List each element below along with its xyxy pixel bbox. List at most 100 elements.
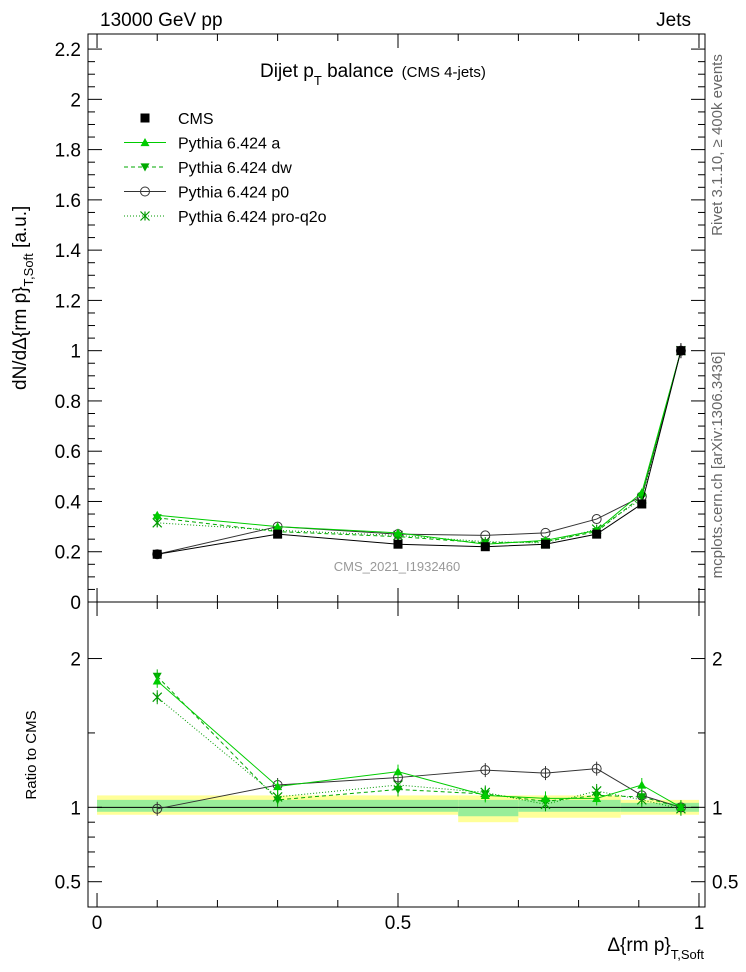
rivet-label: Rivet 3.1.10, ≥ 400k events — [709, 54, 726, 236]
ratio-data-point — [540, 793, 550, 802]
data-point — [676, 346, 686, 356]
legend-marker — [140, 138, 150, 147]
ratio-series-pythia-6.424-dw — [152, 669, 686, 815]
data-point — [273, 522, 283, 531]
ratio-data-layer — [152, 669, 686, 816]
main-title-text: Dijet p — [260, 61, 314, 82]
series-pythia-6.424-p0 — [152, 345, 686, 560]
ratio-ytick-label: 0.5 — [55, 873, 81, 894]
data-point — [393, 539, 403, 549]
series-pythia-6.424-dw — [152, 347, 686, 548]
ratio-ytick-label-right: 2 — [712, 650, 723, 671]
ratio-data-point — [480, 790, 490, 800]
main-ytick-label: 0.4 — [55, 492, 82, 513]
series-line — [157, 350, 682, 545]
series-line — [157, 350, 682, 555]
ratio-ytick-label: 1 — [70, 798, 81, 819]
ratio-data-point — [273, 781, 283, 791]
x-axis-label: Δ{rm p}T,Soft — [607, 935, 704, 962]
ratio-series-pythia-6.424-a — [152, 673, 686, 815]
main-ytick-label: 0 — [70, 593, 81, 614]
main-ylabel: dN/dΔ{rm p}T,Soft [a.u.] — [10, 206, 36, 390]
ratio-data-point — [393, 767, 403, 776]
xlabel-sub: T,Soft — [671, 947, 705, 962]
series-pythia-6.424-a — [152, 346, 686, 548]
legend-item: Pythia 6.424 dw — [124, 160, 292, 177]
mcplots-label: mcplots.cern.ch [arXiv:1306.3436] — [709, 352, 726, 579]
ratio-data-point — [273, 796, 283, 805]
ratio-data-point — [152, 692, 163, 703]
data-point — [152, 510, 162, 519]
legend-item: Pythia 6.424 p0 — [124, 185, 289, 202]
main-ytick-label: 2 — [70, 90, 81, 111]
data-point — [273, 529, 283, 539]
watermark: CMS_2021_I1932460 — [334, 559, 461, 574]
inner-uncertainty-band — [518, 799, 621, 812]
data-point — [591, 514, 602, 525]
ratio-data-point — [152, 803, 163, 814]
ratio-data-point — [592, 793, 602, 802]
legend-label: Pythia 6.424 dw — [178, 160, 292, 177]
data-point — [152, 549, 162, 559]
ratio-data-point — [591, 763, 602, 774]
ylabel-unit: [a.u.] — [10, 206, 31, 254]
main-subtitle: (CMS 4-jets) — [402, 64, 486, 81]
legend-label: Pythia 6.424 pro-q2o — [178, 209, 327, 226]
data-point — [393, 528, 403, 537]
main-title: Dijet pT balance (CMS 4-jets) — [260, 61, 486, 88]
ylabel-main: dN/dΔ{rm p} — [10, 286, 31, 390]
ratio-data-point — [676, 802, 686, 811]
main-ytick-label: 1 — [70, 342, 81, 363]
main-ytick-label: 1.4 — [55, 241, 82, 262]
header-category: Jets — [656, 10, 691, 31]
data-point — [637, 499, 647, 509]
ratio-uncertainty-bands — [97, 795, 699, 823]
ratio-ytick-label-right: 0.5 — [712, 873, 738, 894]
legend-marker — [140, 163, 150, 172]
series-cms — [152, 343, 686, 559]
data-point — [540, 539, 550, 549]
header-collision: 13000 GeV pp — [100, 10, 223, 31]
series-pythia-6.424-pro-q2o — [152, 345, 686, 548]
legend-marker — [140, 211, 150, 221]
legend-label: Pythia 6.424 a — [178, 136, 280, 153]
main-ytick-label: 1.2 — [55, 291, 81, 312]
legend-marker — [140, 186, 150, 197]
main-ytick-label: 1.6 — [55, 191, 81, 212]
main-title-rest: balance — [322, 61, 394, 82]
xlabel-main: Δ{rm p} — [607, 935, 670, 956]
ratio-axes: 0.5 0.5 1 1 2 2 0 0.5 1 — [55, 602, 738, 934]
legend-label: CMS — [178, 111, 214, 128]
ratio-xtick-label: 0.5 — [385, 913, 411, 934]
ratio-frame — [87, 601, 706, 908]
legend-marker — [140, 113, 150, 123]
main-title-sub: T — [314, 73, 322, 88]
inner-uncertainty-band — [458, 799, 519, 817]
legend-item: Pythia 6.424 a — [124, 136, 280, 153]
ratio-ylabel: Ratio to CMS — [23, 710, 40, 799]
ratio-data-point — [637, 793, 647, 802]
ratio-panel: 0.5 0.5 1 1 2 2 0 0.5 1 Ratio to CMS Δ{rm p}T,So… — [23, 601, 738, 962]
series-line — [157, 350, 682, 555]
ratio-ytick-label: 2 — [70, 650, 81, 671]
ratio-xtick-label: 0 — [92, 913, 103, 934]
legend-item: Pythia 6.424 pro-q2o — [124, 209, 327, 226]
data-point — [480, 542, 490, 552]
ratio-xtick-label: 1 — [694, 913, 705, 934]
main-data-layer — [152, 343, 686, 560]
ratio-ytick-label-right: 1 — [712, 798, 723, 819]
ylabel-sub: T,Soft — [21, 253, 36, 287]
main-ytick-label: 0.8 — [55, 392, 81, 413]
legend-item: CMS — [140, 111, 214, 128]
main-ytick-label: 0.2 — [55, 543, 81, 564]
main-axes: 0 0.2 0.4 0.6 0.8 1 1.2 1.4 1.6 1.8 2 2.2 — [55, 34, 705, 614]
main-ytick-label: 0.6 — [55, 442, 81, 463]
main-ytick-label: 1.8 — [55, 141, 81, 162]
ratio-data-point — [480, 765, 491, 776]
series-line — [157, 350, 682, 544]
ratio-data-point — [637, 780, 647, 789]
ratio-data-point — [540, 768, 551, 779]
ratio-data-point — [152, 676, 162, 685]
ratio-data-point — [393, 785, 403, 794]
